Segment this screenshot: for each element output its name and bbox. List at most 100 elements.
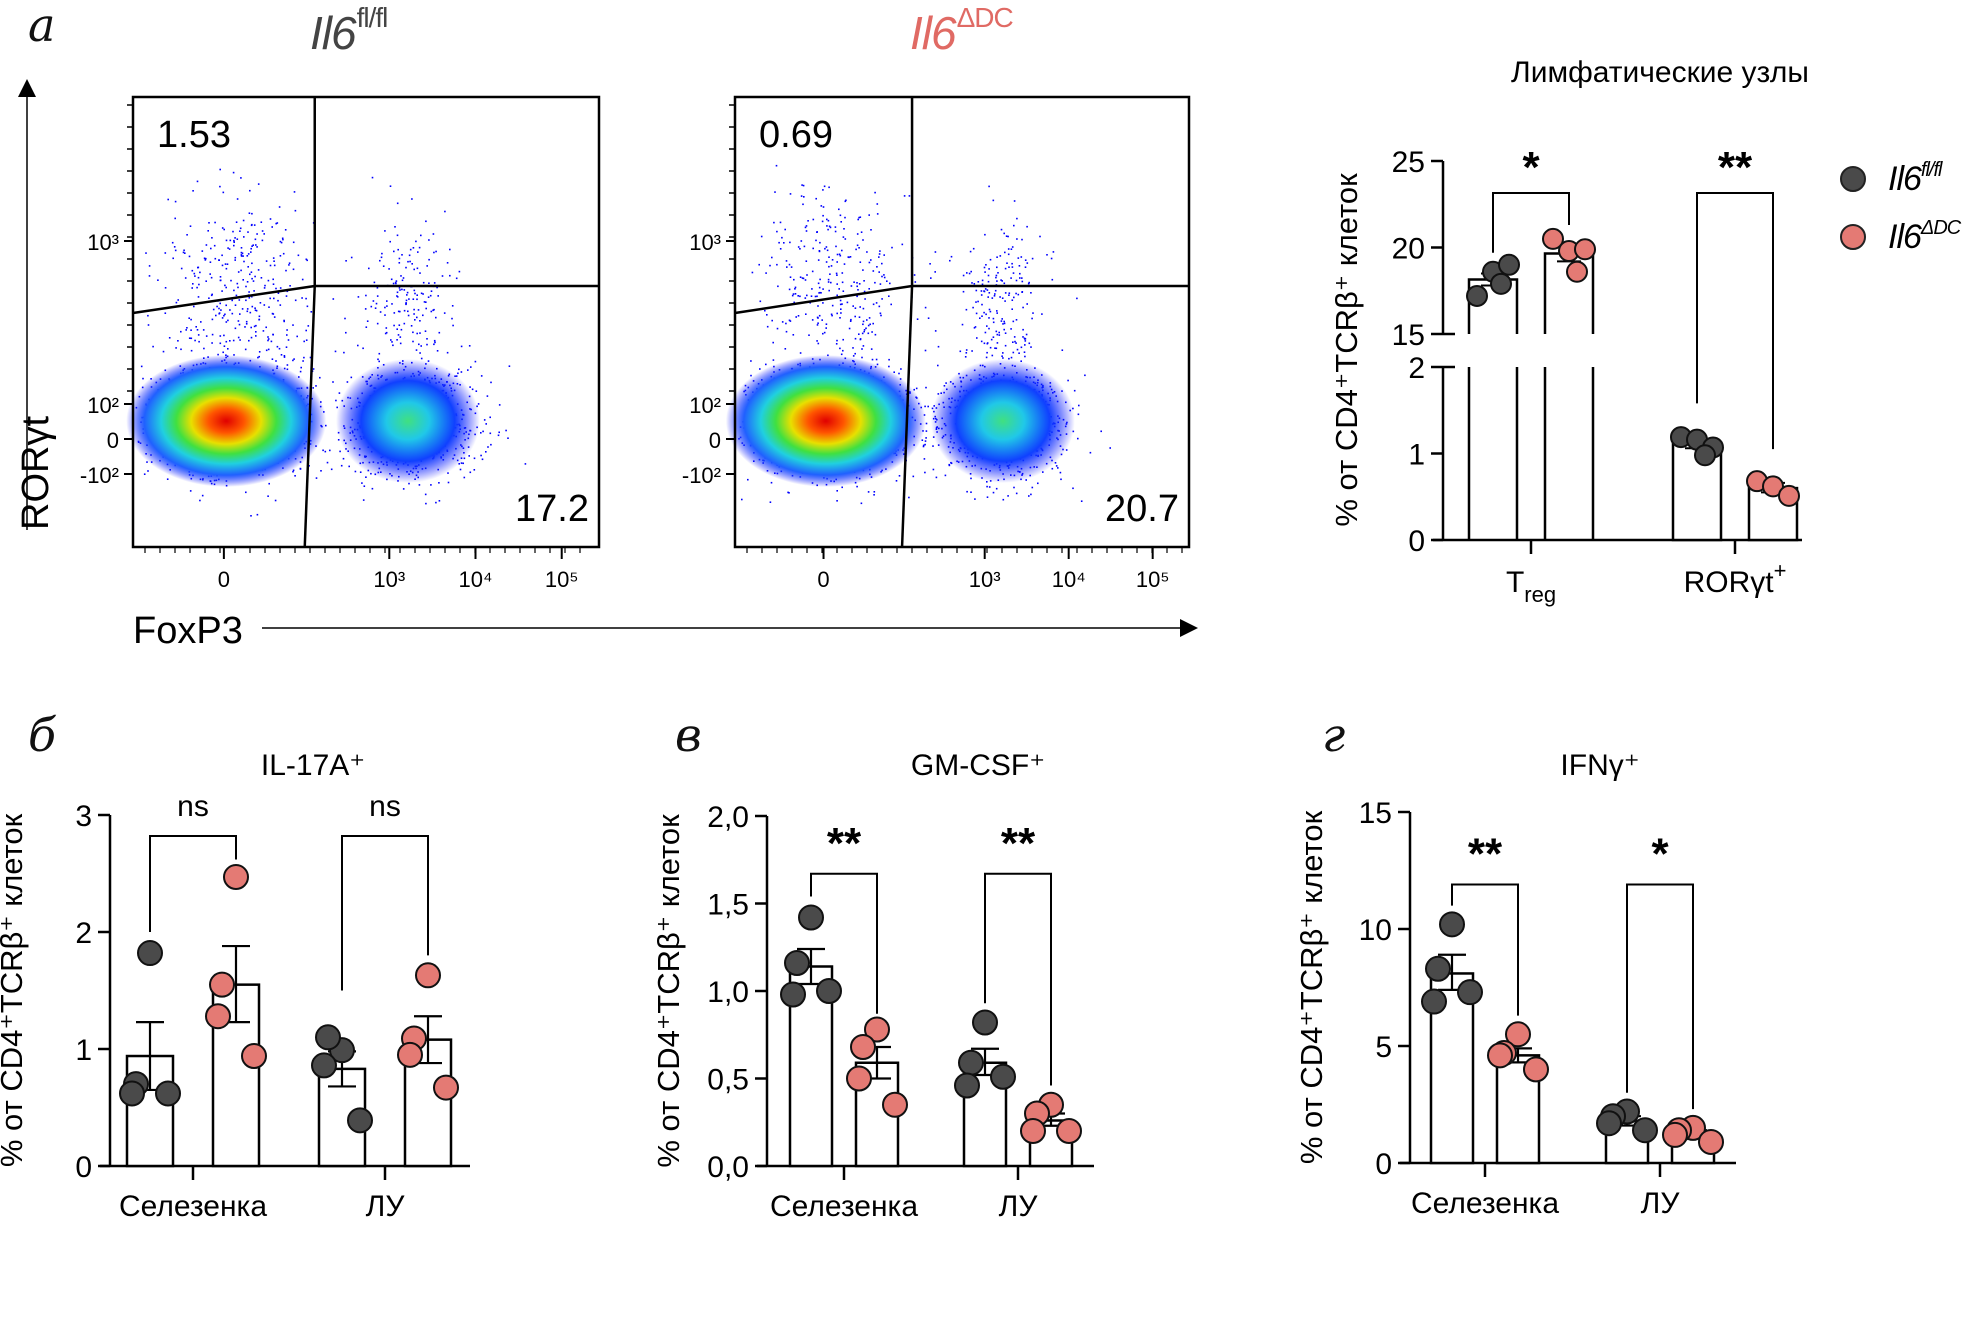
plot-frame: [733, 95, 1191, 549]
data-point: [433, 1074, 459, 1101]
data-point: [1566, 260, 1588, 283]
data-point: [1574, 238, 1596, 261]
category-label: ЛУ: [1641, 1187, 1681, 1220]
y-tick-label: 0: [1408, 525, 1425, 558]
x-tick-label: 10³: [969, 567, 1001, 592]
data-point: [784, 950, 810, 976]
y-axis-label: RORγt: [15, 416, 57, 530]
significance-bracket: [810, 872, 878, 1014]
data-point: [205, 1003, 231, 1030]
data-point: [315, 1024, 341, 1051]
data-point: [1632, 1117, 1658, 1144]
y-tick-label: 1: [75, 1034, 92, 1067]
y-tick-label: 0,0: [707, 1151, 749, 1184]
chart-title: Лимфатические узлы: [1511, 56, 1809, 89]
data-point: [241, 1043, 267, 1070]
significance-bracket: [1451, 883, 1519, 1016]
x-tick-label: 10⁵: [1136, 567, 1170, 592]
significance-label: **: [827, 819, 862, 868]
y-tick-label: 10³: [87, 230, 119, 255]
significance-bracket: [149, 835, 237, 932]
x-tick-label: 0: [218, 567, 230, 592]
x-tick-label: 10⁴: [459, 567, 493, 592]
bar-lower: [1467, 367, 1519, 540]
data-point: [864, 1016, 890, 1043]
x-tick-label: 0: [817, 567, 829, 592]
panel-letter-a: а: [28, 0, 56, 52]
data-point: [347, 1107, 373, 1134]
y-tick-label: 1: [1408, 439, 1425, 472]
panel-letter-g: г: [1322, 708, 1346, 762]
panel-letter-b: б: [28, 708, 57, 762]
data-point: [1505, 1021, 1531, 1048]
flow-title-wt-sup: fl/fl: [356, 2, 389, 33]
data-point: [1596, 1110, 1622, 1137]
chart-lymph-nodes: Лимфатические узлы % от CD4⁺TCRβ⁺ клеток 1…: [1329, 56, 1809, 607]
plot-frame: [131, 95, 601, 549]
y-tick-label: 25: [1392, 146, 1425, 179]
y-tick-label: 0: [709, 428, 721, 453]
data-point: [1490, 272, 1512, 295]
data-point: [1020, 1118, 1046, 1144]
panel-letter-v: в: [675, 708, 702, 762]
legend-label-wt: Il6fl/fl: [1888, 159, 1942, 199]
flow-plot-2: 0.69 20.7 10³ 10² 0 -10² 0 10³ 10⁴ 10⁵: [682, 95, 1191, 592]
data-point: [846, 1065, 872, 1092]
data-point: [1466, 284, 1488, 307]
flow-title-ko: Il6ΔDC: [910, 2, 1014, 60]
y-tick-label: 10²: [689, 393, 721, 418]
y-tick-label: 2,0: [707, 801, 749, 834]
y-axis-label: % от CD4⁺TCRβ⁺ клеток: [1329, 173, 1364, 527]
y-tick-label: 2: [75, 917, 92, 950]
chart-title: GM-CSF⁺: [911, 749, 1045, 782]
data-point: [958, 1049, 984, 1076]
y-tick-label: 20: [1392, 233, 1425, 266]
density-cluster-foxp3: [335, 359, 480, 483]
significance-label: ns: [177, 790, 209, 823]
data-point: [311, 1052, 337, 1079]
data-point: [155, 1080, 181, 1107]
data-point: [1439, 911, 1465, 938]
gate-horizontal-left: [734, 284, 913, 315]
x-tick-label: 10⁴: [1052, 567, 1086, 592]
data-point: [1694, 444, 1716, 467]
chart-gmcsf: GM-CSF⁺ % от CD4⁺TCRβ⁺ клеток 0,0 0,5 1,0 1,5…: [651, 749, 1094, 1223]
significance-bracket: [984, 872, 1052, 1086]
quadrant-value-lower-right: 20.7: [1105, 488, 1179, 530]
flow-title-wt-main: Il6: [310, 7, 357, 59]
data-point: [850, 1034, 876, 1060]
y-tick-label: 0: [107, 428, 119, 453]
significance-label: **: [1001, 819, 1036, 868]
data-point: [1698, 1128, 1724, 1155]
data-point: [1425, 955, 1451, 982]
data-point: [1542, 227, 1564, 250]
legend-label-ko-sup: ΔDC: [1920, 217, 1961, 239]
category-label: RORγt+: [1684, 558, 1787, 599]
data-point: [223, 864, 249, 891]
density-cluster-foxp3: [930, 359, 1075, 483]
data-point: [1523, 1056, 1549, 1083]
y-axis-label: % от CD4⁺TCRβ⁺ клеток: [0, 813, 29, 1167]
data-point: [1056, 1118, 1082, 1144]
x-tick-label: 10³: [373, 567, 405, 592]
y-tick-label: 0,5: [707, 1064, 749, 1097]
chart-title: IL-17A⁺: [261, 749, 365, 782]
gate-vertical-lower: [900, 285, 914, 548]
quadrant-value-lower-right: 17.2: [515, 488, 589, 530]
data-point: [1662, 1121, 1688, 1148]
y-tick-label: 1,5: [707, 889, 749, 922]
legend-label-ko: Il6ΔDC: [1888, 217, 1961, 257]
gate-vertical-lower: [303, 285, 316, 548]
legend-dot-wt: [1840, 166, 1866, 192]
y-tick-label: -10²: [682, 463, 721, 488]
y-tick-label: 10: [1359, 914, 1392, 947]
gate-horizontal-left: [132, 284, 315, 315]
legend: Il6fl/fl Il6ΔDC: [1840, 150, 1961, 266]
significance-bracket: [1626, 883, 1694, 1110]
legend-item-ko: Il6ΔDC: [1840, 208, 1961, 266]
data-point: [798, 904, 824, 931]
y-tick-label: -10²: [80, 463, 119, 488]
y-tick-label: 0: [75, 1151, 92, 1184]
y-tick-label: 2: [1408, 352, 1425, 385]
y-axis-label: % от CD4⁺TCRβ⁺ клеток: [1294, 810, 1329, 1164]
